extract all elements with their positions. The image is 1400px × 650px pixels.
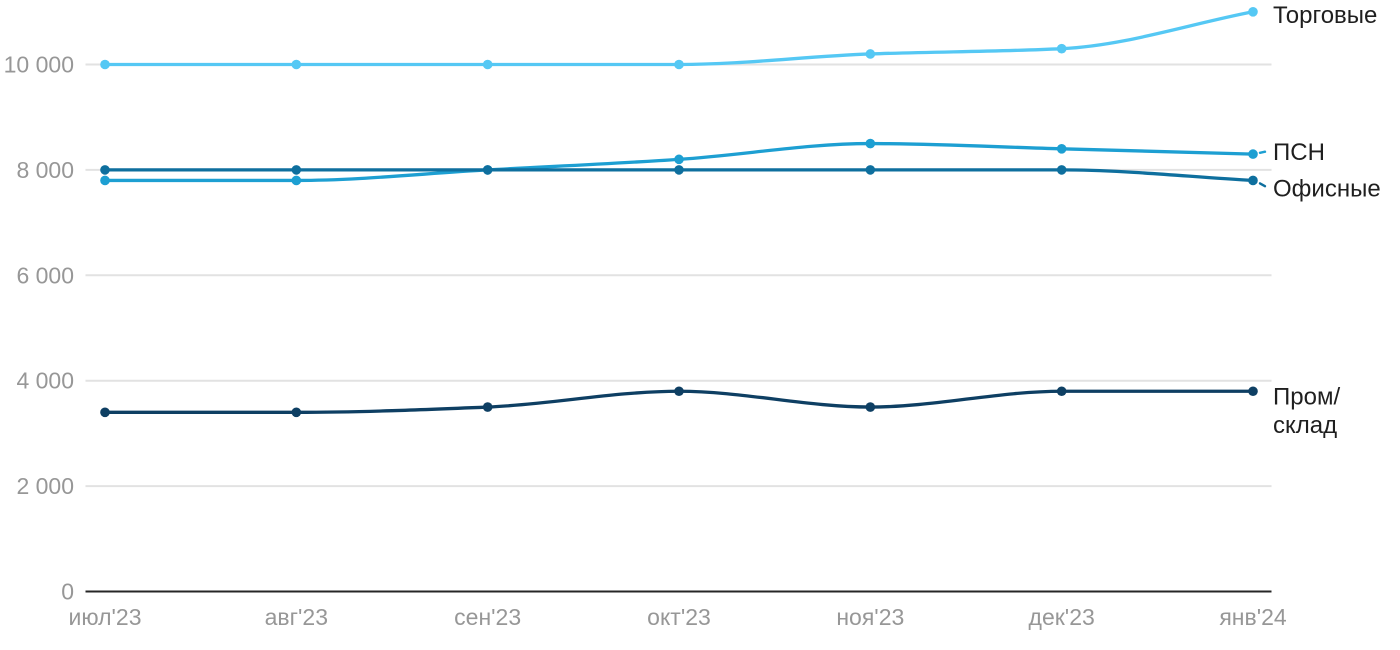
series-point-psn-5[interactable] bbox=[1056, 144, 1067, 154]
series-point-retail-2[interactable] bbox=[482, 59, 493, 70]
series-point-office-6[interactable] bbox=[1248, 175, 1258, 186]
series-point-office-4[interactable] bbox=[865, 165, 876, 175]
series-point-psn-3[interactable] bbox=[674, 154, 684, 165]
series-point-psn-4[interactable] bbox=[865, 138, 876, 149]
series-point-industrial-2[interactable] bbox=[482, 402, 493, 412]
series-leader-psn bbox=[1258, 150, 1267, 155]
series-label-industrial-line-1: склад bbox=[1273, 412, 1337, 439]
series-point-office-3[interactable] bbox=[674, 165, 684, 175]
series-point-psn-0[interactable] bbox=[100, 175, 110, 186]
x-axis-tick-label-4: ноя'23 bbox=[836, 604, 904, 630]
series-point-retail-1[interactable] bbox=[291, 59, 302, 70]
x-axis-tick-label-0: июл'23 bbox=[69, 604, 142, 630]
series-point-office-5[interactable] bbox=[1056, 165, 1067, 175]
y-axis-tick-label-10000: 10 000 bbox=[4, 52, 74, 78]
series-point-retail-4[interactable] bbox=[865, 49, 876, 59]
series-point-office-0[interactable] bbox=[100, 165, 110, 175]
series-point-psn-6[interactable] bbox=[1248, 149, 1258, 159]
series-line-retail bbox=[103, 10, 1255, 67]
series-point-industrial-5[interactable] bbox=[1056, 386, 1067, 397]
series-retail bbox=[100, 7, 1258, 70]
series-point-retail-6[interactable] bbox=[1248, 7, 1258, 17]
series-point-industrial-4[interactable] bbox=[865, 402, 876, 412]
y-axis-tick-label-6000: 6 000 bbox=[16, 262, 74, 288]
series-label-retail: Торговые bbox=[1273, 2, 1377, 29]
series-industrial bbox=[100, 386, 1258, 418]
series-label-psn: ПСН bbox=[1273, 139, 1325, 166]
x-axis-tick-label-1: авг'23 bbox=[265, 604, 328, 630]
series-office bbox=[100, 165, 1258, 186]
y-axis-tick-label-0: 0 bbox=[61, 579, 74, 605]
series-psn bbox=[100, 138, 1258, 186]
y-axis-tick-label-8000: 8 000 bbox=[16, 157, 74, 183]
x-axis-tick-label-5: дек'23 bbox=[1029, 604, 1095, 630]
y-axis-tick-label-4000: 4 000 bbox=[16, 368, 74, 394]
series-point-psn-1[interactable] bbox=[291, 175, 302, 186]
series-point-retail-3[interactable] bbox=[674, 59, 684, 70]
series-point-industrial-0[interactable] bbox=[100, 407, 110, 418]
x-axis-tick-label-3: окт'23 bbox=[647, 604, 711, 630]
series-leader-office bbox=[1258, 182, 1267, 188]
series-point-industrial-6[interactable] bbox=[1248, 386, 1258, 397]
series-point-office-2[interactable] bbox=[482, 165, 493, 175]
series-point-industrial-1[interactable] bbox=[291, 407, 302, 418]
gridlines bbox=[85, 63, 1272, 593]
series-point-office-1[interactable] bbox=[291, 165, 302, 175]
series-label-office: Офисные bbox=[1273, 176, 1381, 203]
series-point-retail-0[interactable] bbox=[100, 59, 110, 70]
series-labels: Торговые ПСН Офисные Пром/склад bbox=[1258, 2, 1381, 439]
y-axis-tick-label-2000: 2 000 bbox=[16, 473, 74, 499]
series-point-retail-5[interactable] bbox=[1056, 43, 1067, 54]
x-axis-tick-label-6: янв'24 bbox=[1219, 604, 1287, 630]
series-point-industrial-3[interactable] bbox=[674, 386, 684, 397]
series-label-industrial-line-0: Пром/ bbox=[1273, 384, 1340, 411]
x-axis-tick-label-2: сен'23 bbox=[454, 604, 521, 630]
